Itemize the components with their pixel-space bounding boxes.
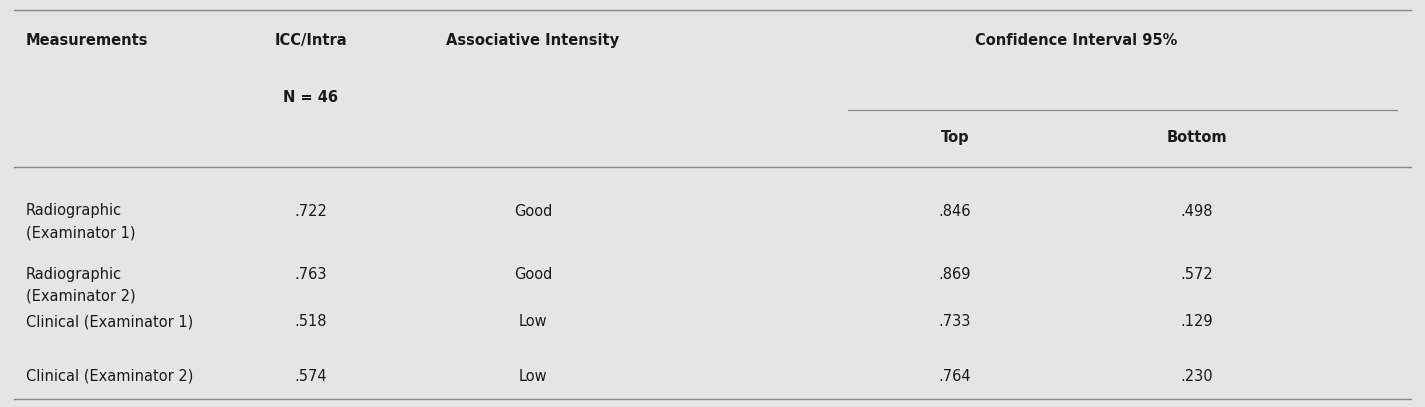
Text: Low: Low [519, 369, 547, 384]
Text: .572: .572 [1181, 267, 1213, 282]
Text: Associative Intensity: Associative Intensity [446, 33, 620, 48]
Text: .129: .129 [1181, 314, 1213, 329]
Text: .764: .764 [939, 369, 970, 384]
Text: .846: .846 [939, 204, 970, 219]
Text: .733: .733 [939, 314, 970, 329]
Text: .869: .869 [939, 267, 970, 282]
Text: Top: Top [940, 130, 969, 145]
Text: .574: .574 [295, 369, 326, 384]
Text: .230: .230 [1181, 369, 1213, 384]
Text: Confidence Interval 95%: Confidence Interval 95% [975, 33, 1177, 48]
Text: Good: Good [514, 267, 551, 282]
Text: ICC/Intra: ICC/Intra [275, 33, 346, 48]
Text: Measurements: Measurements [26, 33, 148, 48]
Text: Radiographic
(Examinator 2): Radiographic (Examinator 2) [26, 267, 135, 304]
Text: Bottom: Bottom [1167, 130, 1227, 145]
Text: .518: .518 [295, 314, 326, 329]
Text: Clinical (Examinator 1): Clinical (Examinator 1) [26, 314, 192, 329]
Text: N = 46: N = 46 [284, 90, 338, 105]
Text: Low: Low [519, 314, 547, 329]
Text: Radiographic
(Examinator 1): Radiographic (Examinator 1) [26, 204, 135, 241]
Text: .763: .763 [295, 267, 326, 282]
Text: Good: Good [514, 204, 551, 219]
Text: .498: .498 [1181, 204, 1213, 219]
Text: .722: .722 [294, 204, 328, 219]
Text: Clinical (Examinator 2): Clinical (Examinator 2) [26, 369, 192, 384]
